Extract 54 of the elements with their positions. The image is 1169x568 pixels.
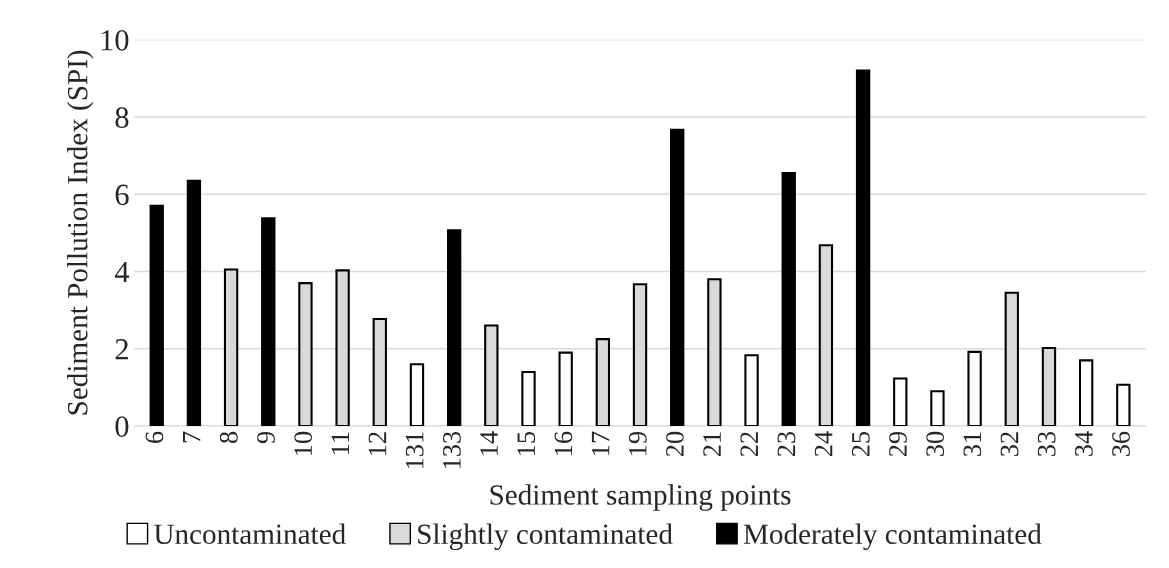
bar	[855, 69, 871, 426]
x-tick-label: 16	[554, 431, 573, 455]
x-tick-label: 12	[368, 432, 387, 455]
x-tick-label: 15	[517, 431, 536, 455]
bar	[186, 179, 202, 426]
x-tick-label: 23	[777, 431, 796, 457]
bar	[1116, 383, 1131, 426]
legend-label: Uncontaminated	[154, 523, 346, 545]
bar	[558, 351, 573, 426]
bar	[781, 171, 796, 426]
bar	[446, 229, 462, 426]
x-tick-label: 8	[219, 431, 238, 444]
x-tick-label: 32	[1000, 432, 1019, 456]
y-tick-label: 10	[101, 30, 129, 51]
bar	[409, 363, 425, 426]
y-tick-label: 8	[115, 107, 129, 128]
x-tick-label: 6	[145, 431, 164, 443]
y-axis-title: Sediment Pollution Index (SPI)	[67, 50, 94, 415]
bar	[967, 350, 982, 426]
x-tick-label: 14	[480, 431, 498, 455]
x-tick-label: 36	[1112, 431, 1130, 456]
x-tick-label: 31	[963, 432, 982, 456]
x-tick-label: 11	[331, 432, 349, 454]
legend-label: Moderately contaminated	[743, 523, 1042, 551]
bar	[521, 370, 536, 426]
y-tick-label: 6	[115, 184, 129, 206]
x-tick-label: 133	[443, 431, 461, 469]
x-tick-label: 30	[926, 431, 945, 456]
x-tick-label: 17	[591, 431, 610, 455]
x-tick-label: 20	[666, 431, 684, 457]
bar	[930, 390, 945, 426]
x-tick-label: 131	[405, 432, 424, 469]
x-tick-label: 25	[851, 431, 870, 457]
y-tick-label: 2	[115, 339, 128, 360]
bar	[149, 204, 164, 426]
x-tick-label: 29	[889, 431, 907, 457]
x-tick-label: 22	[740, 432, 758, 457]
x-tick-label: 19	[628, 431, 647, 455]
bar	[670, 128, 685, 426]
y-tick-label: 4	[114, 261, 130, 283]
bar	[744, 354, 759, 426]
x-tick-label: 33	[1037, 431, 1056, 456]
x-tick-label: 9	[257, 431, 275, 444]
x-tick-label: 34	[1075, 431, 1093, 456]
bar	[261, 217, 276, 426]
x-tick-label: 7	[182, 431, 201, 443]
x-tick-label: 10	[294, 431, 313, 455]
x-axis-title: Sediment sampling points	[490, 484, 791, 511]
x-tick-label: 21	[703, 432, 721, 457]
bar	[893, 377, 908, 426]
x-tick-label: 24	[814, 431, 833, 457]
y-tick-label: 0	[115, 416, 129, 437]
legend-label: Slightly contaminated	[418, 523, 673, 551]
bar	[1078, 359, 1094, 426]
